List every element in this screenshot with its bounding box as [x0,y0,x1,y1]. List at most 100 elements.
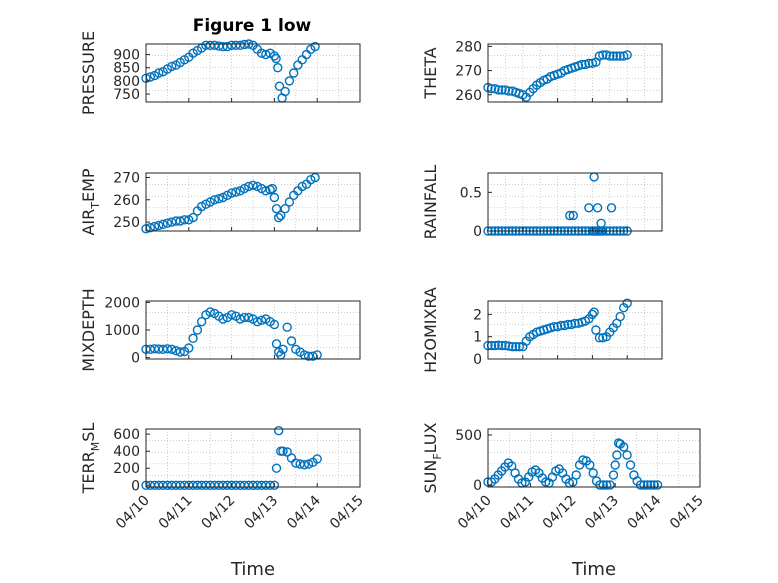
data-point [274,212,284,223]
data-point [549,322,559,332]
data-point [271,339,282,349]
plot-area [146,429,360,487]
y-tick-label: 0 [473,224,482,240]
y-tick-label: 2 [473,307,482,323]
data-point [303,459,314,469]
y-axis-label: SUNFLUX [421,422,444,493]
data-point [269,319,280,330]
x-tick-label: 04/15 [667,493,707,533]
data-point [504,341,514,351]
y-tick-label: 270 [113,170,140,186]
data-point [274,426,284,436]
data-point [622,298,632,308]
y-axis-label: TERRMSL [79,423,102,495]
data-point [605,480,615,490]
data-point [602,480,612,490]
y-tick-label: 200 [113,461,140,477]
subplot-row-3-left: 0 1000 2000 MIXDEPTH [79,288,361,372]
y-tick-label: 250 [113,215,140,231]
subplot-row-2-left: 250 260 270 AIRTEMP [79,168,361,236]
subplot-row-4-right: 0 500 04/10 04/11 04/12 04/13 04/14 04/15 Time SU… [421,422,707,580]
data-point [162,344,173,354]
plot-area [488,173,662,231]
plot-area [146,44,360,102]
y-tick-label: 850 [113,61,140,77]
data-point [269,480,280,490]
x-tick-label: 04/12 [540,493,580,533]
axes-box [145,43,361,103]
data-point [625,460,636,470]
data-point [598,480,608,490]
data-point [291,458,301,468]
data-point [280,86,290,97]
x-tick-label: 04/13 [241,493,281,533]
data-point [286,336,297,346]
data-point [610,460,620,470]
data-point [646,480,656,490]
data-point [282,447,292,457]
data-point [500,340,511,351]
data-point [577,59,587,70]
data-point [184,343,194,353]
data-point [188,212,198,223]
data-point [588,468,598,478]
data-point [175,216,185,226]
data-point [154,68,164,78]
x-tick-label: 04/15 [327,493,367,533]
x-tick-label: 04/10 [113,493,153,533]
data-point [312,454,322,464]
data-point [619,442,629,452]
data-point [278,344,288,354]
data-point [256,315,267,325]
data-point [269,192,280,203]
y-tick-label: 0.5 [460,185,482,201]
y-tick-label: 400 [113,444,140,460]
axes-box [487,172,663,232]
data-point [584,58,594,68]
data-point [162,218,173,228]
y-tick-label: 260 [113,193,140,209]
data-point [592,203,603,213]
data-point [493,340,504,350]
data-point [511,342,521,352]
data-point [507,342,518,352]
data-point [231,187,241,197]
data-point [284,76,295,86]
data-point [587,309,598,320]
data-point [235,314,245,324]
data-point [214,193,224,204]
y-axis-label: AIRTEMP [79,168,102,235]
y-axis-label: RAINFALL [421,165,440,240]
data-point [218,41,228,52]
data-point [261,186,271,196]
data-point [639,480,649,490]
data-point [622,50,632,60]
subplot-row-2-right: 0 0.5 RAINFALL [421,165,663,240]
y-tick-label: 280 [455,39,482,55]
data-point [589,307,599,317]
data-point [274,81,285,91]
y-tick-label: 0 [473,478,482,494]
data-point [205,307,215,317]
data-point [595,480,605,490]
data-point [497,85,507,95]
data-point [243,312,254,323]
y-tick-label: 2000 [104,295,140,311]
x-tick-label: 04/14 [284,492,324,532]
y-axis-label: PRESSURE [79,31,98,115]
data-point [598,50,608,60]
data-point [209,195,220,205]
y-tick-label: 270 [455,64,482,80]
x-axis-label: Time [571,559,616,580]
x-tick-label: 04/11 [156,493,196,533]
data-point [166,61,177,72]
y-axis-label: H2OMIXRA [421,287,440,373]
data-point [248,180,258,191]
data-point [514,342,524,352]
data-point [504,86,514,96]
axes-box [487,300,663,360]
data-point [284,197,295,207]
x-tick-label: 04/12 [199,493,239,533]
data-point [612,450,622,460]
